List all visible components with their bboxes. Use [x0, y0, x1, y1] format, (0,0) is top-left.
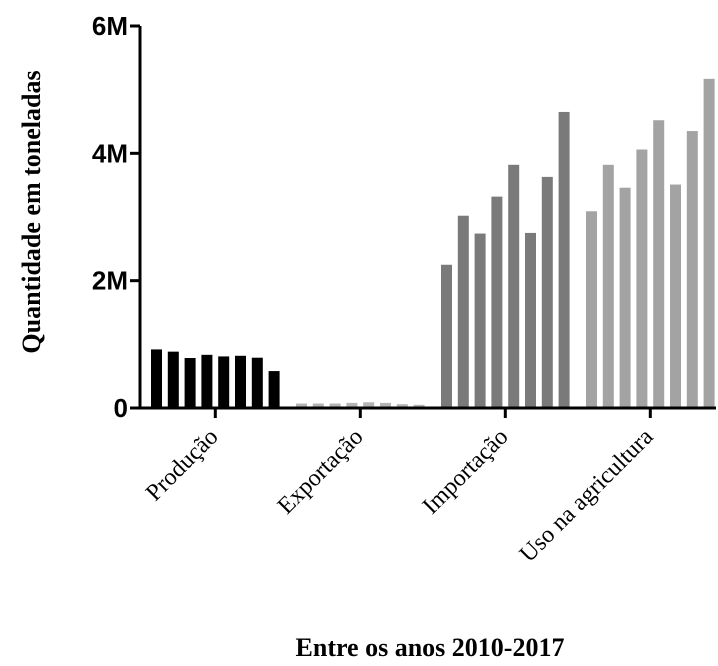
bar [441, 264, 452, 408]
x-ticks: Produção Exportação Importação Uso na agric… [141, 408, 659, 568]
bar [619, 187, 631, 408]
bar [363, 402, 375, 408]
bar [396, 404, 408, 408]
bar [296, 403, 307, 408]
bar [670, 184, 681, 408]
y-tick-label: 2M [92, 266, 128, 296]
x-tick-label: Exportação [273, 424, 369, 520]
x-tick-label: Importação [418, 424, 514, 520]
bar [235, 355, 246, 408]
bar [558, 111, 570, 408]
bar [413, 404, 425, 408]
bar [268, 371, 280, 408]
bar [457, 215, 469, 408]
bar [686, 131, 698, 409]
bar [703, 78, 715, 409]
bar [312, 403, 324, 408]
x-tick-label: Produção [141, 424, 223, 506]
bar [151, 349, 162, 408]
x-tick-label: Uso na agricultura [515, 424, 659, 568]
y-axis-title: Quantidade em toneladas [17, 70, 46, 353]
bar [508, 164, 520, 408]
bar [586, 211, 597, 408]
bar [653, 120, 665, 408]
bar [184, 358, 196, 408]
bar [491, 196, 503, 408]
bar [380, 402, 391, 408]
y-tick-label: 0 [114, 393, 128, 423]
bar [346, 402, 358, 408]
bar [329, 403, 341, 408]
bar [474, 233, 486, 408]
bar [602, 164, 614, 408]
y-ticks: 0 2M 4M 6M [92, 11, 140, 423]
x-axis-title: Entre os anos 2010-2017 [296, 633, 565, 662]
bar [218, 356, 230, 408]
bar [525, 232, 536, 408]
bar [167, 351, 179, 408]
y-tick-label: 6M [92, 11, 128, 41]
bar [201, 354, 213, 408]
bar [636, 149, 648, 408]
y-tick-label: 4M [92, 138, 128, 168]
bars-layer [151, 78, 715, 409]
bar [251, 357, 263, 408]
bar [541, 176, 553, 408]
